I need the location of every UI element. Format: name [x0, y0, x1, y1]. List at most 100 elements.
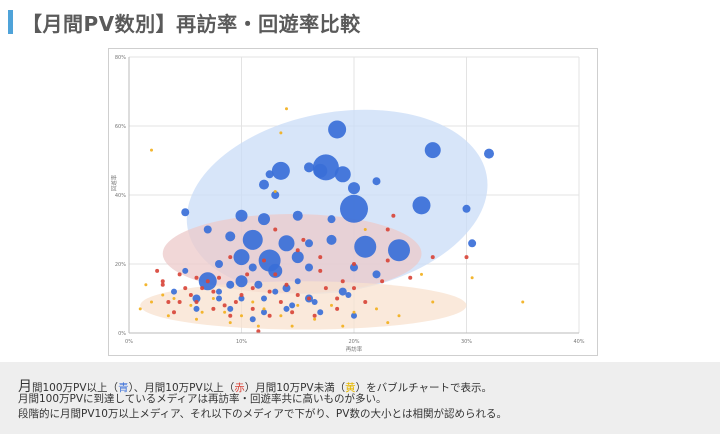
yellow-bubble — [172, 297, 176, 300]
yellow-bubble — [470, 276, 474, 280]
red-bubble — [194, 299, 199, 304]
yellow-bubble — [285, 107, 288, 111]
red-bubble — [228, 313, 233, 318]
red-bubble — [172, 310, 176, 315]
caption-text: ）、月間10万PV以上（ — [128, 382, 235, 394]
blue-bubble — [388, 239, 410, 262]
red-bubble — [430, 255, 435, 260]
yellow-bubble — [200, 310, 204, 314]
blue-bubble — [304, 162, 314, 173]
blue-bubble — [294, 278, 301, 285]
red-bubble — [295, 248, 300, 253]
blue-bubble — [305, 263, 313, 272]
chart-axes: 0% 10% 20% 30% 40% 0% 20% 40% 60% 80% 再訪率 回遊率 — [110, 55, 585, 353]
red-bubble — [284, 282, 289, 287]
blue-bubble — [468, 239, 477, 248]
blue-bubble — [292, 210, 303, 221]
red-bubble — [194, 275, 199, 280]
yellow-bubble — [240, 314, 243, 318]
blue-bubble — [226, 280, 235, 289]
red-bubble — [160, 282, 165, 287]
blue-bubble — [345, 292, 352, 299]
red-bubble — [273, 227, 278, 232]
y-tick-label: 80% — [115, 55, 126, 61]
yellow-bubble — [228, 321, 232, 325]
yellow-bubble — [161, 293, 165, 297]
red-bubble — [301, 237, 306, 242]
yellow-bubble — [251, 300, 255, 304]
caption-yellow-label: 黄 — [345, 382, 356, 394]
chart-points — [138, 107, 525, 334]
yellow-bubble — [166, 314, 170, 318]
blue-bubble — [171, 288, 177, 295]
yellow-bubble — [363, 228, 367, 231]
bubble-chart: 0% 10% 20% 30% 40% 0% 20% 40% 60% 80% 再訪率 回遊率 — [110, 55, 585, 353]
yellow-bubble — [330, 303, 333, 307]
blue-bubble — [235, 275, 248, 288]
yellow-bubble — [386, 321, 390, 325]
red-bubble — [278, 299, 283, 304]
red-bubble — [211, 289, 216, 294]
blue-bubble — [258, 213, 270, 226]
red-bubble — [318, 255, 323, 260]
red-bubble — [335, 296, 340, 301]
blue-bubble — [193, 305, 200, 312]
blue-bubble — [313, 163, 328, 178]
blue-bubble — [289, 302, 296, 309]
blue-bubble — [265, 170, 274, 179]
red-bubble — [385, 227, 390, 232]
caption-text: 間100万PV以上（ — [32, 382, 119, 394]
blue-bubble — [254, 280, 263, 289]
x-tick-label: 30% — [461, 339, 472, 345]
blue-bubble — [350, 263, 358, 272]
blue-bubble — [283, 305, 290, 312]
page-title: 【月間PV数別】再訪率・回遊率比較 — [22, 12, 361, 36]
caption-text: ）月間10万PV未満（ — [244, 382, 346, 394]
red-bubble — [391, 213, 396, 218]
red-bubble — [262, 258, 266, 263]
yellow-bubble — [420, 272, 423, 276]
red-bubble — [335, 306, 340, 311]
yellow-bubble — [521, 300, 525, 304]
blue-bubble — [203, 225, 212, 234]
caption-text: ）をバブルチャートで表示。 — [355, 382, 492, 394]
caption-line-1: 月間100万PV以上（青）、月間10万PV以上（赤）月間10万PV未満（黄）をバ… — [18, 376, 492, 396]
red-bubble — [312, 313, 317, 318]
y-tick-label: 0% — [118, 331, 126, 337]
yellow-bubble — [313, 317, 317, 321]
blue-bubble — [326, 234, 337, 245]
red-bubble — [307, 296, 311, 301]
blue-bubble — [235, 209, 248, 222]
red-bubble — [256, 329, 261, 334]
caption-line-3: 段階的に月間PV10万以上メディア、それ以下のメディアで下がり、PV数の大小とは… — [18, 408, 507, 420]
caption-blue-label: 青 — [118, 382, 129, 394]
yellow-bubble — [375, 307, 378, 311]
red-bubble — [177, 272, 182, 277]
chart-regions — [140, 109, 488, 330]
red-bubble — [228, 255, 233, 260]
red-bubble — [233, 299, 238, 304]
blue-bubble — [249, 316, 256, 323]
red-bubble — [205, 279, 210, 284]
blue-bubble — [271, 191, 280, 199]
blue-bubble — [317, 309, 324, 316]
red-bubble — [188, 293, 193, 298]
red-bubble — [267, 289, 272, 294]
blue-bubble — [348, 182, 360, 195]
caption-first-char: 月 — [18, 379, 32, 395]
red-bubble — [352, 262, 356, 266]
blue-bubble — [338, 287, 347, 296]
yellow-bubble — [150, 148, 153, 152]
blue-bubble — [328, 120, 347, 139]
blue-bubble — [216, 288, 222, 295]
blue-bubble — [261, 309, 267, 316]
yellow-bubble — [211, 297, 215, 300]
blue-bubble — [278, 235, 295, 252]
y-tick-label: 40% — [115, 193, 126, 199]
blue-bubble — [282, 284, 291, 293]
blue-bubble — [233, 249, 250, 266]
yellow-bubble — [352, 310, 356, 314]
blue-bubble — [215, 260, 223, 268]
blue-bubble — [412, 196, 431, 215]
red-bubble — [363, 299, 368, 304]
